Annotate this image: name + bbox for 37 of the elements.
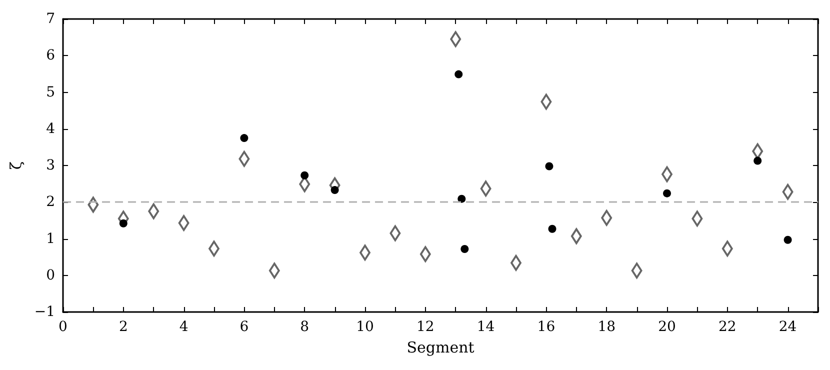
x-tick-label: 6 xyxy=(240,319,249,335)
point xyxy=(119,219,128,228)
y-tick-label: 2 xyxy=(46,194,55,210)
x-tick-label: 22 xyxy=(718,319,736,335)
y-tick-label: 3 xyxy=(46,158,55,174)
y-tick-label: 4 xyxy=(46,120,56,137)
point xyxy=(548,224,556,233)
y-tick-label: 1 xyxy=(46,230,55,247)
point xyxy=(300,171,309,180)
x-tick-label: 20 xyxy=(658,319,676,335)
x-tick-label: 10 xyxy=(356,319,374,335)
y-axis-title: ζ xyxy=(6,161,25,170)
point xyxy=(330,186,339,194)
point xyxy=(458,194,466,203)
point xyxy=(240,134,248,142)
x-tick-label: 8 xyxy=(300,319,310,335)
point xyxy=(545,162,554,170)
point xyxy=(754,156,762,165)
point xyxy=(663,189,671,198)
x-tick-label: 14 xyxy=(476,319,495,335)
x-tick-label: 12 xyxy=(416,319,434,335)
y-tick-label: 0 xyxy=(46,267,55,284)
y-tick-label: 7 xyxy=(46,11,55,27)
point xyxy=(784,236,792,244)
point xyxy=(454,70,463,78)
x-tick-label: 0 xyxy=(58,319,68,335)
x-tick-label: 16 xyxy=(537,319,556,335)
x-axis-title: Segment xyxy=(406,338,474,356)
y-tick-label: 6 xyxy=(46,48,56,64)
x-tick-label: 2 xyxy=(118,319,128,335)
y-tick-label: −1 xyxy=(34,304,55,320)
y-tick-label: 5 xyxy=(46,84,55,100)
point xyxy=(178,215,190,231)
x-tick-label: 18 xyxy=(598,319,616,335)
x-tick-label: 24 xyxy=(778,319,797,335)
point xyxy=(460,245,469,254)
x-tick-label: 4 xyxy=(179,319,188,335)
